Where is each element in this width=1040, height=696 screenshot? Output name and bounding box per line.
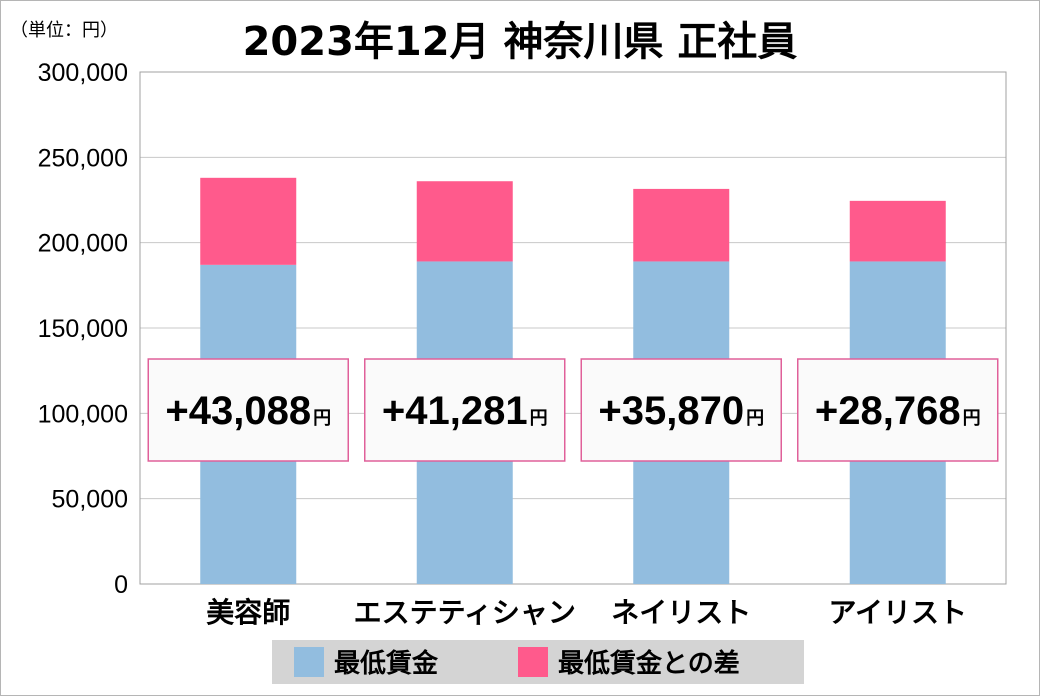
annotation-value: +35,870 円 <box>598 389 764 433</box>
bar-difference <box>200 177 297 265</box>
chart-title: 2023年12月 神奈川県 正社員 <box>243 19 798 65</box>
annotation-unit: 円 <box>963 408 981 429</box>
annotation-value: +43,088 円 <box>165 389 331 433</box>
bar-difference <box>416 181 513 262</box>
plot-area <box>139 71 1007 585</box>
annotation-unit: 円 <box>746 408 764 429</box>
x-tick-label: エステティシャン <box>354 596 576 629</box>
y-axis-ticks: 0 50,000 100,000 150,000 200,000 250,000 300,0… <box>38 59 128 599</box>
annotation-value: +28,768 円 <box>815 389 981 433</box>
annotation-box-bg <box>580 358 782 462</box>
annotation-number: +41,281 <box>382 389 528 433</box>
y-tick-label: 250,000 <box>38 144 128 172</box>
x-tick-label: アイリスト <box>828 596 967 629</box>
annotation-box: +28,768 円 <box>797 358 999 462</box>
bar-difference <box>633 188 730 262</box>
legend-label: 最低賃金との差 <box>558 648 740 679</box>
annotation-value: +41,281 円 <box>382 389 548 433</box>
annotation-box: +35,870 円 <box>580 358 782 462</box>
annotation-box: +43,088 円 <box>147 358 349 462</box>
legend-swatch <box>518 647 548 677</box>
annotation-box-bg <box>364 358 566 462</box>
x-axis-ticks: 美容師 エステティシャン ネイリスト アイリスト <box>206 596 967 629</box>
y-tick-label: 50,000 <box>52 486 128 514</box>
annotation-number: +28,768 <box>815 389 961 433</box>
difference-annotations: +43,088 円 +41,281 円 +35,870 円 +28,768 円 <box>147 358 999 462</box>
y-tick-label: 200,000 <box>38 230 128 258</box>
annotation-box: +41,281 円 <box>364 358 566 462</box>
x-tick-label: ネイリスト <box>611 596 751 629</box>
bar-difference <box>849 200 946 262</box>
x-tick-label: 美容師 <box>206 596 290 629</box>
unit-label: （単位：円） <box>10 20 118 41</box>
y-tick-label: 300,000 <box>38 59 128 87</box>
legend: 最低賃金 最低賃金との差 <box>272 640 804 684</box>
annotation-unit: 円 <box>313 408 331 429</box>
annotation-unit: 円 <box>530 408 548 429</box>
y-tick-label: 0 <box>114 571 128 599</box>
annotation-box-bg <box>147 358 349 462</box>
y-tick-label: 100,000 <box>38 400 128 428</box>
legend-swatch <box>294 647 324 677</box>
annotation-number: +35,870 <box>598 389 744 433</box>
y-tick-label: 150,000 <box>38 315 128 343</box>
legend-label: 最低賃金 <box>334 648 439 679</box>
annotation-number: +43,088 <box>165 389 311 433</box>
annotation-box-bg <box>797 358 999 462</box>
